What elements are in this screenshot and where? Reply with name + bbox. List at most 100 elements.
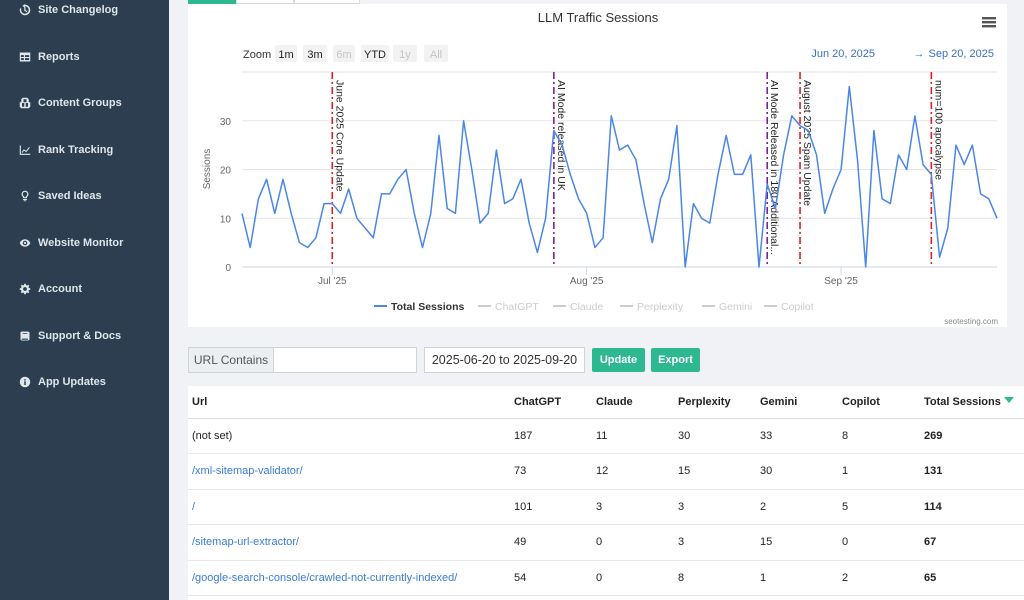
sidebar: Site Changelog Reports Content Groups Ra… bbox=[0, 0, 169, 600]
column-header-url[interactable]: Url bbox=[188, 386, 514, 419]
legend-item-chatgpt[interactable]: ChatGPT bbox=[495, 301, 539, 313]
cell-gemini: 15 bbox=[760, 524, 842, 561]
sidebar-item-rank-tracking[interactable]: Rank Tracking bbox=[18, 143, 113, 156]
url-contains-input[interactable] bbox=[273, 347, 417, 373]
sidebar-item-label: Support & Docs bbox=[38, 329, 122, 342]
cell-total: 65 bbox=[924, 560, 1024, 596]
zoom-button-ytd[interactable] bbox=[361, 45, 389, 62]
cell-gemini: 30 bbox=[760, 453, 842, 490]
y-tick-label: 30 bbox=[220, 117, 232, 128]
sidebar-item-label: Site Changelog bbox=[38, 3, 119, 16]
url-link[interactable]: /sitemap-url-extractor/ bbox=[192, 536, 299, 549]
y-tick-label: 10 bbox=[220, 214, 232, 225]
cell-perplexity: 15 bbox=[678, 453, 760, 490]
tab-3[interactable] bbox=[294, 0, 360, 4]
table-row: /sitemap-url-extractor/49 0 3 15 0 67 bbox=[188, 524, 1024, 561]
column-header-claude[interactable]: Claude bbox=[596, 386, 678, 419]
chart-menu-icon[interactable] bbox=[982, 17, 996, 28]
range-from: Jun 20, 2025 bbox=[811, 48, 875, 60]
cell-copilot: 8 bbox=[842, 418, 924, 454]
legend-item-claude[interactable]: Claude bbox=[570, 301, 603, 313]
sessions-table-card: Url ChatGPT Claude Perplexity Gemini Cop… bbox=[188, 386, 1024, 600]
chart-title: LLM Traffic Sessions bbox=[538, 10, 659, 25]
sidebar-item-label: Rank Tracking bbox=[38, 143, 114, 156]
url-link[interactable]: / bbox=[192, 500, 196, 513]
cell-url: /sitemap-url-extractor/ bbox=[188, 524, 514, 561]
update-button[interactable]: Update bbox=[592, 348, 645, 372]
range-arrow: → bbox=[914, 48, 925, 60]
date-range-input[interactable]: 2025-06-20 to 2025-09-20 bbox=[424, 347, 585, 373]
tab-active[interactable] bbox=[188, 0, 236, 4]
x-tick-label: Sep '25 bbox=[824, 276, 858, 287]
info-circle-icon bbox=[18, 375, 31, 388]
cell-copilot: 5 bbox=[842, 489, 924, 525]
zoom-button-label: 1m bbox=[278, 49, 293, 61]
legend-item-gemini[interactable]: Gemini bbox=[719, 301, 752, 313]
legend-item-total-sessions[interactable]: Total Sessions bbox=[391, 301, 464, 313]
zoom-button-all bbox=[424, 45, 448, 62]
sidebar-item-label: App Updates bbox=[38, 375, 106, 388]
eye-icon bbox=[18, 236, 31, 249]
annotation-label: AI Mode Released in 180 Additional... bbox=[768, 80, 780, 255]
zoom-button-label: 6m bbox=[336, 49, 351, 61]
x-tick-label: Aug '25 bbox=[570, 276, 604, 287]
zoom-button-label: YTD bbox=[364, 49, 386, 61]
table-header-row: Url ChatGPT Claude Perplexity Gemini Cop… bbox=[188, 386, 1024, 419]
cell-chatgpt: 54 bbox=[514, 560, 596, 596]
table-row: /xml-sitemap-validator/73 12 15 30 1 131 bbox=[188, 453, 1024, 490]
column-header-copilot[interactable]: Copilot bbox=[842, 386, 924, 419]
sidebar-item-support-docs[interactable]: Support & Docs bbox=[18, 329, 121, 342]
sidebar-item-site-changelog[interactable]: Site Changelog bbox=[18, 3, 118, 16]
cell-url: /xml-sitemap-validator/ bbox=[188, 453, 514, 490]
cell-perplexity: 8 bbox=[678, 560, 760, 596]
legend-item-perplexity[interactable]: Perplexity bbox=[637, 301, 684, 313]
sidebar-item-reports[interactable]: Reports bbox=[18, 50, 80, 63]
sort-desc-icon bbox=[1003, 396, 1014, 403]
line-chart-icon bbox=[18, 143, 31, 156]
sessions-table: Url ChatGPT Claude Perplexity Gemini Cop… bbox=[188, 386, 1024, 596]
llm-traffic-chart: LLM Traffic Sessions Zoom 1m 3m 6m YTD 1y All Ju… bbox=[202, 10, 998, 326]
cell-chatgpt: 49 bbox=[514, 524, 596, 561]
sidebar-item-website-monitor[interactable]: Website Monitor bbox=[18, 236, 123, 249]
filter-row: URL Contains 2025-06-20 to 2025-09-20 Up… bbox=[188, 347, 700, 373]
url-contains-label: URL Contains bbox=[188, 347, 273, 373]
lightbulb-icon bbox=[18, 189, 31, 202]
sidebar-item-saved-ideas[interactable]: Saved Ideas bbox=[18, 189, 102, 202]
column-header-chatgpt[interactable]: ChatGPT bbox=[514, 386, 596, 419]
y-axis-label: Sessions bbox=[202, 149, 213, 190]
sidebar-item-content-groups[interactable]: Content Groups bbox=[18, 96, 122, 109]
column-header-perplexity[interactable]: Perplexity bbox=[678, 386, 760, 419]
url-link[interactable]: /google-search-console/crawled-not-curre… bbox=[192, 571, 458, 584]
zoom-button-3m[interactable] bbox=[303, 45, 327, 62]
sidebar-item-label: Content Groups bbox=[38, 96, 122, 109]
column-header-gemini[interactable]: Gemini bbox=[760, 386, 842, 419]
tab-2[interactable] bbox=[236, 0, 294, 4]
book-icon bbox=[18, 329, 31, 342]
cell-gemini: 1 bbox=[760, 560, 842, 596]
cell-perplexity: 30 bbox=[678, 418, 760, 454]
cell-chatgpt: 101 bbox=[514, 489, 596, 525]
cell-url: /google-search-console/crawled-not-curre… bbox=[188, 560, 514, 596]
cell-total: 114 bbox=[924, 489, 1024, 525]
cell-claude: 11 bbox=[596, 418, 678, 454]
url-link[interactable]: /xml-sitemap-validator/ bbox=[192, 465, 303, 478]
zoom-button-1m[interactable] bbox=[275, 45, 297, 62]
sidebar-item-app-updates[interactable]: App Updates bbox=[18, 375, 106, 388]
zoom-button-label: 3m bbox=[307, 49, 322, 61]
annotation-label: June 2025 Core Update bbox=[333, 80, 345, 192]
sidebar-item-label: Website Monitor bbox=[38, 236, 124, 249]
sidebar-item-label: Reports bbox=[38, 50, 80, 63]
sidebar-item-label: Account bbox=[38, 282, 82, 295]
gear-icon bbox=[18, 282, 31, 295]
export-button[interactable]: Export bbox=[651, 348, 700, 372]
zoom-button-6m bbox=[333, 45, 355, 62]
annotation-label: AI Mode released in UK bbox=[555, 80, 567, 191]
cell-claude: 0 bbox=[596, 560, 678, 596]
legend-item-copilot[interactable]: Copilot bbox=[781, 301, 814, 313]
view-tabs bbox=[188, 0, 360, 4]
cell-copilot: 1 bbox=[842, 453, 924, 490]
zoom-label: Zoom bbox=[243, 49, 271, 61]
sidebar-item-account[interactable]: Account bbox=[18, 282, 82, 295]
y-tick-label: 20 bbox=[220, 166, 232, 177]
column-header-total-sessions[interactable]: Total Sessions bbox=[924, 386, 1024, 419]
